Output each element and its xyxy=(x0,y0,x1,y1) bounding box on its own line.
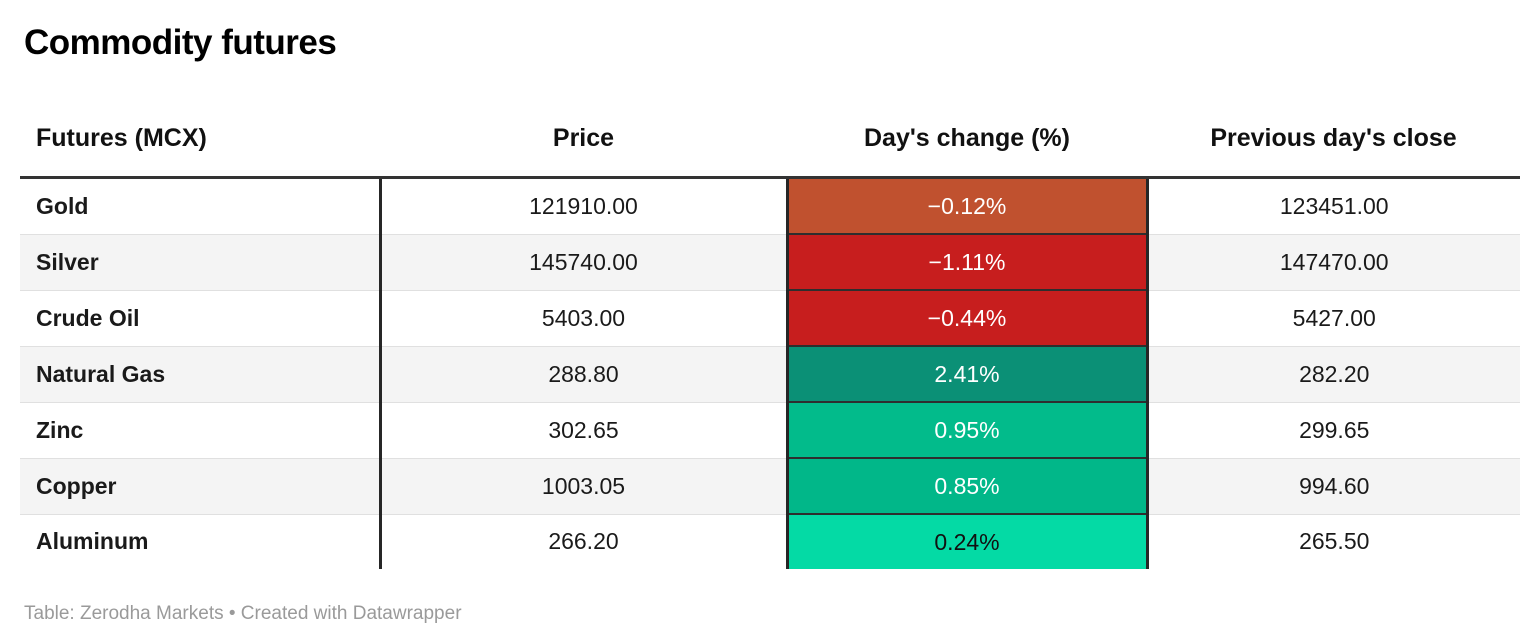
column-header-days-change: Day's change (%) xyxy=(787,100,1147,179)
prev-close-value: 5427.00 xyxy=(1147,289,1520,346)
days-change-value: 2.41% xyxy=(785,345,1149,402)
prev-close-value: 123451.00 xyxy=(1279,192,1389,219)
price-value: 121910.00 xyxy=(529,192,638,219)
futures-name: Copper xyxy=(20,457,382,514)
prev-close-value: 282.20 xyxy=(1147,345,1520,402)
prev-close-value: 265.50 xyxy=(1147,513,1520,569)
futures-name: Natural Gas xyxy=(20,345,382,402)
futures-name: Crude Oil xyxy=(20,289,382,346)
futures-name: Gold xyxy=(20,177,382,234)
table-row-zinc: Zinc 302.65 0.95% 299.65 xyxy=(20,401,1520,458)
table-row-natural-gas: Natural Gas 288.80 2.41% 282.20 xyxy=(20,345,1520,402)
days-change-value: 0.85% xyxy=(785,457,1149,514)
price-value: 266.20 xyxy=(380,513,787,569)
table-row-aluminum: Aluminum 266.20 0.24% 265.50 xyxy=(20,513,1520,569)
futures-name: Zinc xyxy=(20,401,382,458)
price-value: 5403.00 xyxy=(380,289,787,346)
attribution-footer: Table: Zerodha Markets • Created with Da… xyxy=(24,603,462,624)
price-value: 288.80 xyxy=(380,345,787,402)
price-value: 1003.05 xyxy=(380,457,787,514)
price-value: 145740.00 xyxy=(380,233,787,290)
prev-close-value: 147470.00 xyxy=(1147,233,1520,290)
column-header-prev-close: Previous day's close xyxy=(1147,100,1520,179)
prev-close-value: 299.65 xyxy=(1147,401,1520,458)
column-header-futures: Futures (MCX) xyxy=(20,100,380,179)
price-value: 302.65 xyxy=(380,401,787,458)
futures-name: Aluminum xyxy=(20,513,382,569)
prev-close-value: 994.60 xyxy=(1147,457,1520,514)
table-row-copper: Copper 1003.05 0.85% 994.60 xyxy=(20,457,1520,514)
column-header-price: Price xyxy=(380,100,787,179)
commodity-futures-table: Futures (MCX) Price Day's change (%) Pre… xyxy=(20,100,1520,569)
table-row-silver: Silver 145740.00 −1.11% 147470.00 xyxy=(20,233,1520,290)
table-row-gold: Gold 121910.00 −0.12% 123451.00 xyxy=(20,177,1520,234)
futures-name: Silver xyxy=(20,233,382,290)
days-change-value: −0.44% xyxy=(785,289,1149,346)
days-change-value: −1.11% xyxy=(785,233,1149,290)
table-header: Futures (MCX) Price Day's change (%) Pre… xyxy=(20,100,1520,179)
table-row-crude-oil: Crude Oil 5403.00 −0.44% 5427.00 xyxy=(20,289,1520,346)
days-change-value: 0.24% xyxy=(785,513,1149,569)
days-change-value: −0.12% xyxy=(785,177,1149,234)
days-change-value: 0.95% xyxy=(785,401,1149,458)
page-title: Commodity futures xyxy=(24,23,337,62)
